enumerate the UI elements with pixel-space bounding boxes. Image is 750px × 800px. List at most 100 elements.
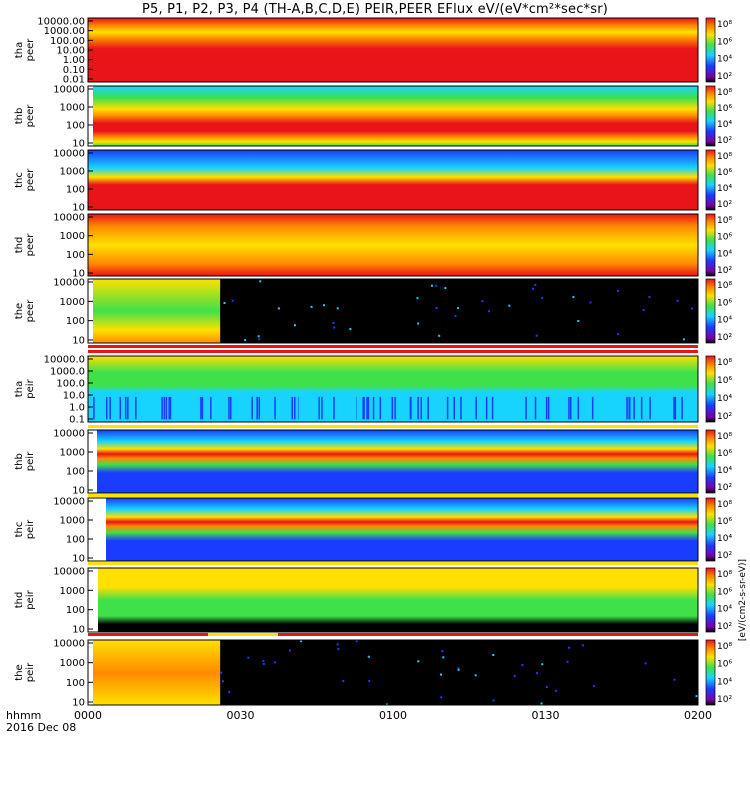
streak bbox=[188, 396, 190, 420]
speckle bbox=[258, 338, 261, 341]
y-axis-label: thepeir bbox=[14, 662, 36, 682]
speckle bbox=[430, 284, 433, 287]
streak bbox=[161, 396, 163, 420]
panel-thc-peer: 10000 1000 100 10 thcpeer 10⁸ 10⁶ 10⁴ 10² bbox=[14, 149, 732, 214]
speckle bbox=[592, 685, 595, 688]
y-tick-label: 10.00 bbox=[56, 46, 85, 57]
spectrogram-image bbox=[88, 498, 698, 561]
streak bbox=[568, 396, 570, 420]
colorbar bbox=[705, 17, 716, 83]
colorbar-tick-label: 10⁸ bbox=[717, 500, 732, 510]
speckle bbox=[487, 310, 490, 313]
speckle bbox=[682, 338, 685, 341]
speckle bbox=[474, 674, 477, 677]
speckle bbox=[228, 691, 231, 694]
colorbar-tick-label: 10² bbox=[717, 551, 732, 561]
panel-the-peer: 10000 1000 100 10 thepeer 10⁸ 10⁶ 10⁴ 10² bbox=[14, 278, 732, 347]
separator-strip bbox=[88, 633, 698, 636]
colorbar-tick-label: 10² bbox=[717, 72, 732, 82]
panel-frame bbox=[87, 567, 699, 633]
y-tick-label: 100.00 bbox=[50, 36, 85, 47]
speckle bbox=[337, 647, 340, 650]
speckle bbox=[568, 646, 571, 649]
colorbar-tick-label: 10² bbox=[717, 200, 732, 210]
separator-strip bbox=[88, 425, 698, 428]
speckle bbox=[257, 335, 260, 338]
streak bbox=[294, 396, 296, 420]
y-tick-label: 10000 bbox=[53, 85, 85, 96]
spectrogram-image bbox=[88, 18, 698, 82]
speckle bbox=[332, 322, 335, 325]
colorbar bbox=[705, 213, 716, 277]
streak bbox=[119, 396, 122, 420]
speckle bbox=[274, 661, 277, 664]
streak bbox=[427, 396, 429, 420]
streak bbox=[105, 396, 108, 420]
y-axis-label: thbpeer bbox=[14, 104, 36, 128]
separator-strip bbox=[208, 633, 278, 636]
streak bbox=[251, 396, 253, 420]
colorbar-tick-label: 10⁸ bbox=[717, 88, 732, 98]
streak bbox=[334, 396, 337, 420]
y-tick-label: 10000 bbox=[53, 567, 85, 578]
colorbar bbox=[705, 639, 716, 706]
speckle bbox=[336, 643, 339, 646]
streak bbox=[394, 396, 396, 420]
y-tick-label: 1000 bbox=[60, 103, 85, 114]
streak bbox=[485, 396, 488, 420]
streak bbox=[168, 396, 170, 420]
colorbar-tick-label: 10⁶ bbox=[717, 517, 732, 527]
speckle bbox=[259, 280, 262, 283]
colorbar-tick-label: 10⁸ bbox=[717, 216, 732, 226]
speckle bbox=[440, 673, 443, 676]
separator-strip bbox=[88, 562, 698, 565]
colorbar-units-label: [eV/(cm2-s-sr-eV)] bbox=[738, 559, 748, 641]
streak bbox=[460, 396, 462, 420]
chart-title: P5, P1, P2, P3, P4 (TH-A,B,C,D,E) PEIR,P… bbox=[141, 2, 609, 17]
colorbar-tick-label: 10⁸ bbox=[717, 642, 732, 652]
speckle bbox=[566, 660, 569, 663]
colorbar-tick-label: 10² bbox=[717, 136, 732, 146]
speckle bbox=[492, 654, 495, 657]
streak bbox=[274, 396, 276, 420]
separator-strip bbox=[88, 345, 698, 348]
y-tick-label: 10000 bbox=[53, 639, 85, 650]
y-axis-label: thapeer bbox=[14, 38, 36, 62]
y-axis-label: thbpeir bbox=[14, 451, 36, 471]
speckle bbox=[262, 662, 265, 665]
spectrogram-image bbox=[88, 150, 698, 210]
x-tick-label: 0100 bbox=[379, 709, 407, 722]
streak bbox=[453, 396, 456, 420]
speckle bbox=[441, 650, 444, 653]
speckle bbox=[435, 307, 438, 310]
y-tick-label: 100 bbox=[66, 678, 85, 689]
speckle bbox=[521, 664, 524, 667]
panel-frame bbox=[87, 497, 699, 562]
speckle bbox=[673, 678, 676, 681]
y-tick-label: 10000.00 bbox=[37, 17, 85, 28]
y-tick-label: 1.0 bbox=[69, 403, 85, 414]
start-gap bbox=[88, 568, 98, 632]
colorbar-tick-label: 10² bbox=[717, 483, 732, 493]
y-tick-label: 10 bbox=[72, 203, 85, 214]
y-tick-label: 10000 bbox=[53, 149, 85, 160]
speckle bbox=[435, 284, 438, 287]
streak bbox=[200, 396, 202, 420]
speckle bbox=[541, 663, 544, 666]
y-axis-label: thdpeir bbox=[14, 589, 36, 609]
streak bbox=[626, 396, 628, 420]
streak bbox=[366, 396, 368, 420]
speckle bbox=[481, 300, 484, 303]
speckle bbox=[221, 680, 224, 683]
y-tick-label: 1000 bbox=[60, 658, 85, 669]
start-gap bbox=[88, 279, 93, 343]
speckle bbox=[223, 302, 226, 305]
colorbar bbox=[705, 278, 716, 344]
speckle bbox=[555, 689, 558, 692]
y-tick-label: 0.1 bbox=[69, 415, 85, 426]
speckle bbox=[617, 289, 620, 292]
panel-frame bbox=[87, 149, 699, 211]
streak bbox=[640, 396, 643, 420]
x-tick-label: 0200 bbox=[684, 709, 712, 722]
